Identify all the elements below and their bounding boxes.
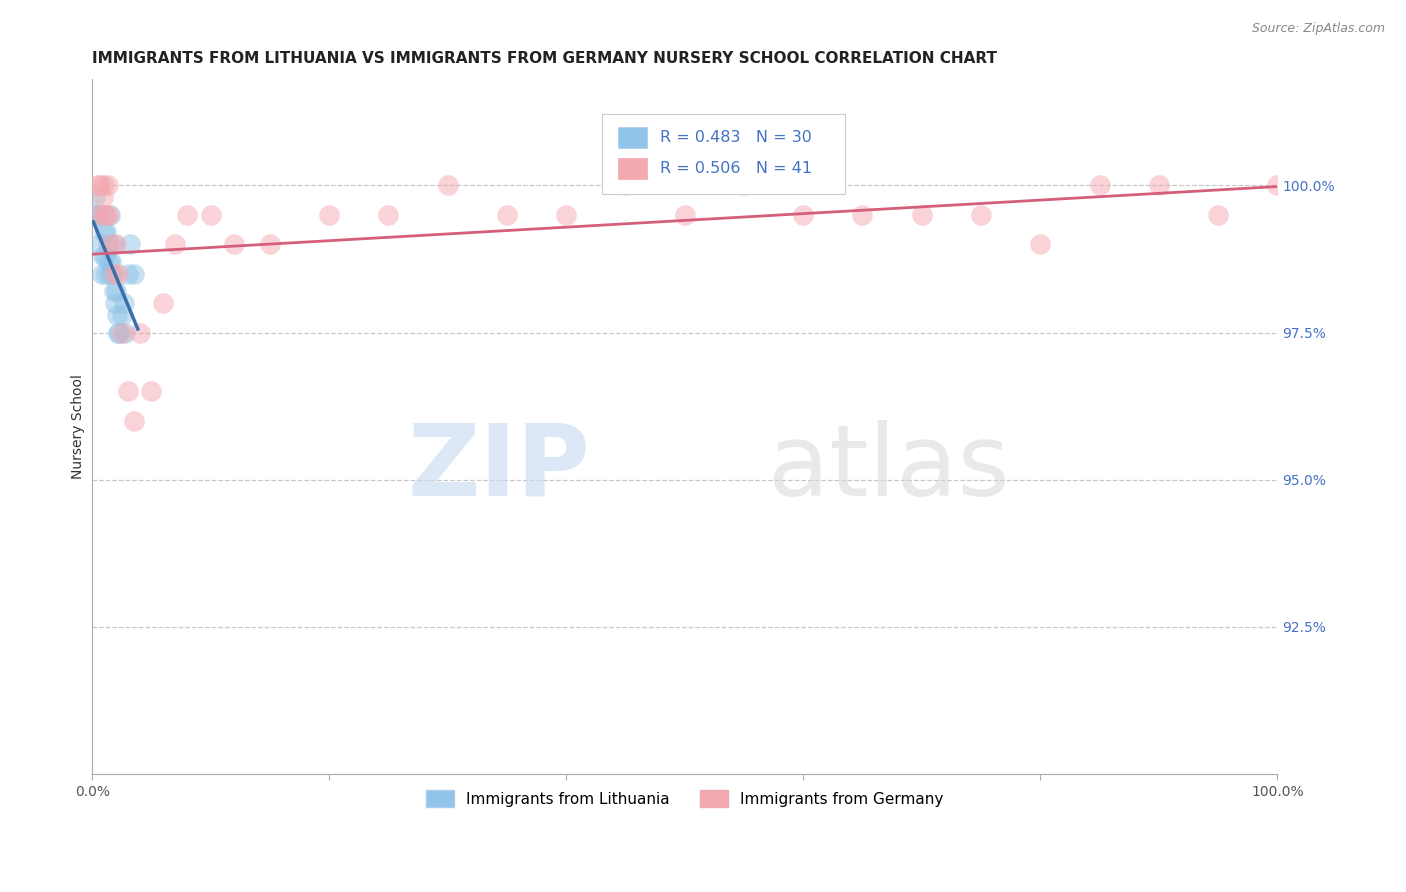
Point <box>97 208 120 222</box>
Point <box>89 178 111 193</box>
Point <box>87 208 110 222</box>
Point <box>436 178 458 193</box>
Point <box>176 208 198 222</box>
Y-axis label: Nursery School: Nursery School <box>72 375 86 479</box>
Point <box>86 208 108 222</box>
Point <box>122 267 145 281</box>
Point <box>91 190 114 204</box>
FancyBboxPatch shape <box>619 158 647 178</box>
Point <box>93 226 115 240</box>
FancyBboxPatch shape <box>619 128 647 148</box>
Point <box>112 296 135 310</box>
Point <box>93 208 115 222</box>
Point <box>673 208 696 222</box>
Point <box>733 178 755 193</box>
Point <box>96 226 118 240</box>
Point <box>104 285 127 299</box>
Point <box>792 208 814 222</box>
Point <box>94 208 117 222</box>
Point <box>103 237 125 252</box>
Point <box>1147 178 1170 193</box>
Point <box>165 237 187 252</box>
Point <box>496 208 519 222</box>
Point <box>107 267 129 281</box>
Point <box>1088 178 1111 193</box>
Point <box>114 326 136 340</box>
Point <box>105 308 128 322</box>
Point <box>200 208 222 222</box>
Point <box>104 296 127 310</box>
Point <box>111 326 134 340</box>
Point <box>108 326 131 340</box>
Point <box>94 249 117 263</box>
Point <box>98 267 121 281</box>
Point <box>107 326 129 340</box>
Point <box>1206 208 1229 222</box>
Point <box>555 208 578 222</box>
Point <box>1029 237 1052 252</box>
Text: R = 0.483   N = 30: R = 0.483 N = 30 <box>659 130 811 145</box>
Point <box>120 237 142 252</box>
Point <box>970 208 993 222</box>
Point <box>128 326 150 340</box>
Point <box>91 249 114 263</box>
Point <box>97 237 120 252</box>
Point <box>96 208 118 222</box>
Point <box>911 208 934 222</box>
Text: R = 0.506   N = 41: R = 0.506 N = 41 <box>659 161 813 176</box>
Point <box>100 255 122 269</box>
Point <box>377 208 399 222</box>
Point <box>152 296 174 310</box>
Text: IMMIGRANTS FROM LITHUANIA VS IMMIGRANTS FROM GERMANY NURSERY SCHOOL CORRELATION : IMMIGRANTS FROM LITHUANIA VS IMMIGRANTS … <box>93 51 997 66</box>
Point <box>83 190 105 204</box>
Point <box>97 178 120 193</box>
Point <box>103 285 125 299</box>
Point <box>111 308 134 322</box>
Text: ZIP: ZIP <box>408 420 591 517</box>
FancyBboxPatch shape <box>602 114 845 194</box>
Text: atlas: atlas <box>768 420 1010 517</box>
Point <box>104 237 127 252</box>
Point <box>98 208 121 222</box>
Point <box>614 178 637 193</box>
Point <box>90 267 112 281</box>
Legend: Immigrants from Lithuania, Immigrants from Germany: Immigrants from Lithuania, Immigrants fr… <box>419 782 950 815</box>
Point <box>141 384 163 399</box>
Point <box>96 267 118 281</box>
Point <box>87 178 110 193</box>
Text: Source: ZipAtlas.com: Source: ZipAtlas.com <box>1251 22 1385 36</box>
Point <box>259 237 281 252</box>
Point <box>98 237 121 252</box>
Point <box>93 178 115 193</box>
Point <box>117 267 139 281</box>
Point <box>97 255 120 269</box>
Point <box>117 384 139 399</box>
Point <box>101 267 124 281</box>
Point <box>224 237 246 252</box>
Point <box>318 208 340 222</box>
Point <box>1265 178 1288 193</box>
Point <box>84 208 107 222</box>
Point <box>851 208 873 222</box>
Point <box>122 414 145 428</box>
Point <box>89 237 111 252</box>
Point <box>103 267 125 281</box>
